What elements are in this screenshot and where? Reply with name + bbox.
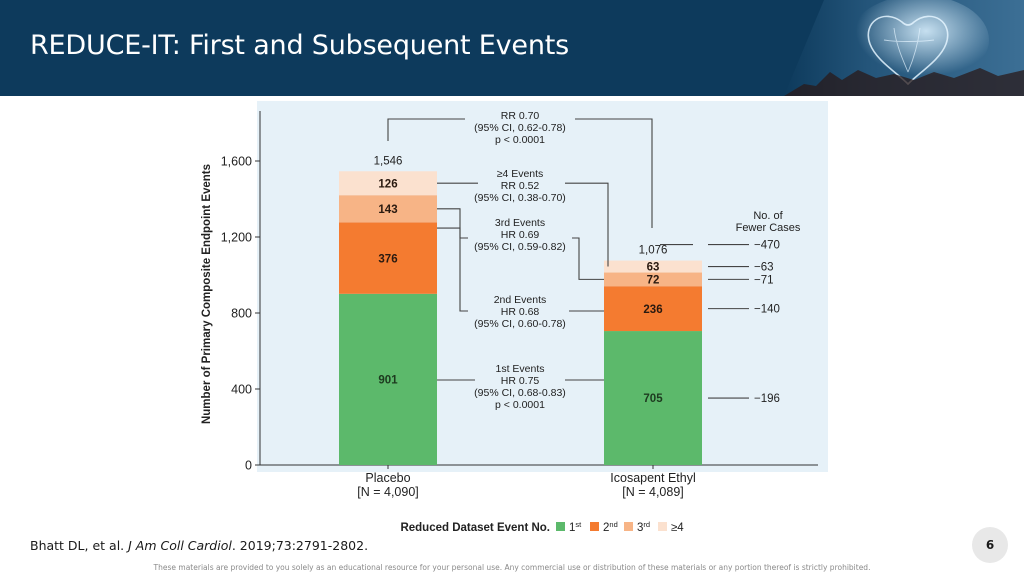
legend-label-fourth_plus: ≥4: [671, 522, 684, 534]
x-category-n-label: [N = 4,090]: [357, 485, 419, 499]
bar-segment-fourth_plus: [339, 171, 437, 196]
annotation-first: HR 0.75: [501, 375, 540, 387]
bar-segment-first: [339, 293, 437, 465]
connector-overall-left: [387, 118, 465, 141]
annotation-third: (95% CI, 0.59-0.82): [474, 241, 566, 253]
connector-third-right: [572, 237, 604, 280]
citation: Bhatt DL, et al. J Am Coll Cardiol. 2019…: [30, 538, 368, 553]
bar-total-label: 1,076: [639, 245, 668, 257]
bar-value-label: 63: [647, 262, 660, 274]
y-tick-label: 800: [231, 307, 252, 321]
bar-value-label: 72: [647, 275, 660, 287]
annotation-overall: RR 0.70: [501, 110, 540, 122]
y-tick-label: 1,200: [221, 231, 252, 245]
fewer-cases-value: −196: [754, 393, 780, 405]
annotation-first: (95% CI, 0.68-0.83): [474, 387, 566, 399]
chart-panel: 0 400 800 1,200 1,600 Number of Primary Compo…: [193, 101, 828, 544]
stacked-bar-chart: 0 400 800 1,200 1,600 Number of Primary Compo…: [201, 101, 828, 535]
citation-journal: J Am Coll Cardiol: [128, 538, 232, 553]
legend-swatch-first: [556, 522, 565, 531]
disclaimer: These materials are provided to you sole…: [153, 563, 871, 572]
y-axis-label: Number of Primary Composite Endpoint Eve…: [201, 164, 213, 424]
fewer-cases-value: −71: [754, 274, 774, 286]
fewer-cases-value: −140: [754, 304, 780, 316]
legend-swatch-third: [624, 522, 633, 531]
slide-header: REDUCE-IT: First and Subsequent Events: [0, 0, 1024, 96]
citation-authors: Bhatt DL, et al.: [30, 538, 129, 553]
bar-value-label: 705: [643, 393, 663, 405]
annotation-third: 3rd Events: [495, 217, 545, 229]
y-tick-label: 0: [245, 459, 252, 473]
bar-value-label: 376: [378, 253, 397, 265]
connector-third-left: [437, 208, 468, 239]
annotation-first: 1st Events: [495, 363, 544, 375]
bar-segment-second: [339, 222, 437, 294]
x-category-label: Icosapent Ethyl: [610, 471, 695, 485]
annotation-second: 2nd Events: [494, 294, 547, 306]
legend-label-third: 3rd: [637, 520, 650, 535]
connector-overall-right: [575, 118, 653, 228]
annotation-overall: (95% CI, 0.62-0.78): [474, 122, 566, 134]
fewer-cases-header: No. of: [753, 210, 783, 222]
bar-value-label: 901: [378, 375, 398, 387]
bar-value-label: 126: [378, 178, 397, 190]
legend-label-second: 2nd: [603, 520, 618, 535]
legend-swatch-fourth_plus: [658, 522, 667, 531]
fewer-cases-header: Fewer Cases: [736, 222, 801, 234]
legend-label-first: 1st: [569, 520, 582, 535]
fewer-cases-value: −470: [754, 240, 780, 252]
slide-title: REDUCE-IT: First and Subsequent Events: [30, 30, 570, 61]
annotation-fourth-plus: (95% CI, 0.38-0.70): [474, 192, 566, 204]
bar-segment-fourth_plus: [604, 260, 702, 273]
bar-total-label: 1,546: [374, 155, 403, 167]
annotation-fourth-plus: ≥4 Events: [497, 168, 544, 180]
legend-title: Reduced Dataset Event No.: [400, 522, 550, 534]
x-category-label: Placebo: [365, 471, 410, 485]
bar-value-label: 236: [643, 304, 662, 316]
bar-segment-first: [604, 331, 702, 465]
y-tick-label: 400: [231, 383, 252, 397]
connector-fourth-plus-right: [565, 182, 609, 267]
x-category-n-label: [N = 4,089]: [622, 485, 684, 499]
bar-segment-third: [339, 195, 437, 223]
annotation-overall: p < 0.0001: [495, 134, 545, 146]
connector-second-left: [437, 227, 468, 312]
bar-segment-third: [604, 272, 702, 287]
annotation-third: HR 0.69: [501, 229, 540, 241]
fewer-cases-value: −63: [754, 262, 774, 274]
annotation-fourth-plus: RR 0.52: [501, 180, 540, 192]
citation-details: . 2019;73:2791-2802.: [231, 538, 369, 553]
annotation-second: HR 0.68: [501, 306, 540, 318]
annotation-second: (95% CI, 0.60-0.78): [474, 318, 566, 330]
y-tick-label: 1,600: [221, 155, 252, 169]
bar-value-label: 143: [378, 204, 397, 216]
bar-segment-second: [604, 286, 702, 332]
legend-swatch-second: [590, 522, 599, 531]
annotation-first: p < 0.0001: [495, 399, 545, 411]
page-number: 6: [972, 527, 1008, 563]
heart-illustration-icon: [784, 0, 1024, 96]
